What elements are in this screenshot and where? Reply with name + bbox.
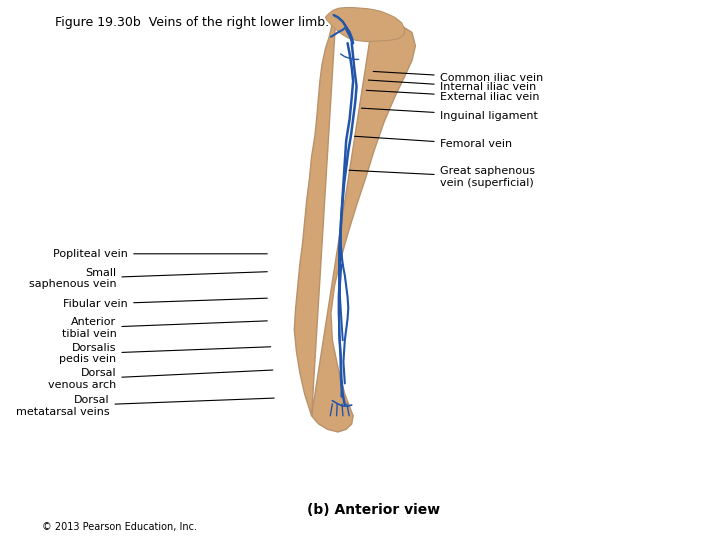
Polygon shape xyxy=(325,8,405,42)
Text: Popliteal vein: Popliteal vein xyxy=(53,249,267,259)
Text: Common iliac vein: Common iliac vein xyxy=(373,71,543,83)
Text: (b) Anterior view: (b) Anterior view xyxy=(307,503,441,517)
Text: Fibular vein: Fibular vein xyxy=(63,298,267,309)
Text: Figure 19.30b  Veins of the right lower limb.: Figure 19.30b Veins of the right lower l… xyxy=(55,16,330,29)
Text: Great saphenous
vein (superficial): Great saphenous vein (superficial) xyxy=(349,166,535,188)
Text: External iliac vein: External iliac vein xyxy=(366,90,539,102)
Text: © 2013 Pearson Education, Inc.: © 2013 Pearson Education, Inc. xyxy=(42,522,197,532)
Text: Dorsal
metatarsal veins: Dorsal metatarsal veins xyxy=(16,395,274,417)
Text: Dorsal
venous arch: Dorsal venous arch xyxy=(48,368,273,390)
Text: Dorsalis
pedis vein: Dorsalis pedis vein xyxy=(59,343,271,364)
Text: Internal iliac vein: Internal iliac vein xyxy=(369,80,536,92)
Text: Anterior
tibial vein: Anterior tibial vein xyxy=(61,317,267,339)
Text: Inguinal ligament: Inguinal ligament xyxy=(361,108,538,120)
Polygon shape xyxy=(294,14,415,432)
Text: Small
saphenous vein: Small saphenous vein xyxy=(29,268,267,289)
Text: Femoral vein: Femoral vein xyxy=(354,136,512,149)
